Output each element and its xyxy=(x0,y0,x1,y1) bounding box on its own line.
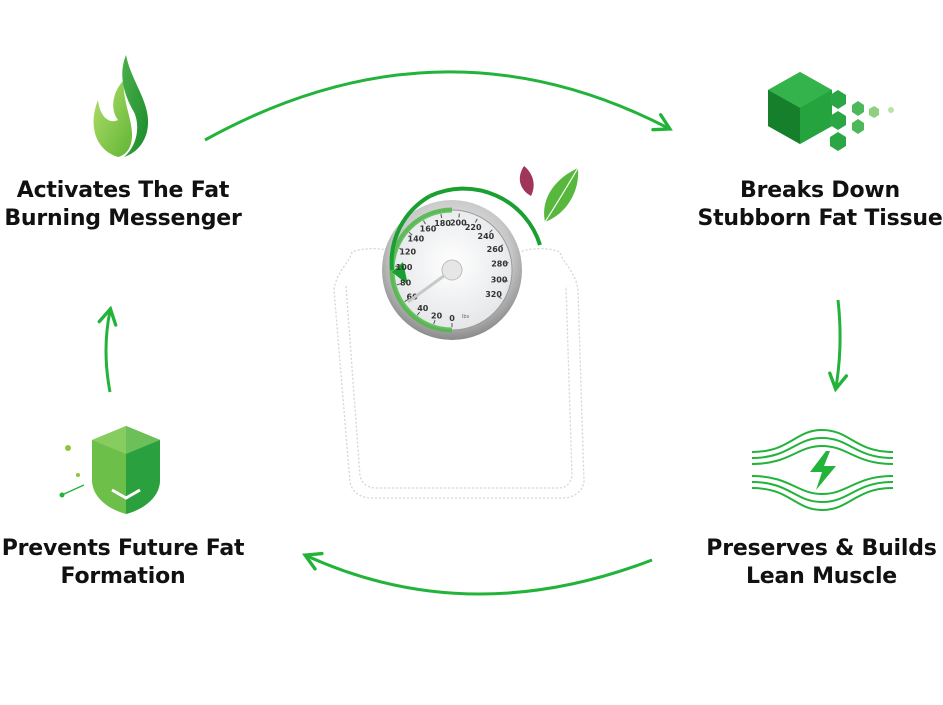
dial-number: 320 xyxy=(485,290,502,299)
scale-body xyxy=(333,247,585,499)
dial-tick xyxy=(499,244,504,248)
dial-number: 180 xyxy=(434,219,451,228)
dial-number: 300 xyxy=(491,275,508,284)
dial-tick xyxy=(504,262,509,264)
dial-tick xyxy=(408,232,413,236)
dial-tick xyxy=(474,218,478,223)
dial-number: 40 xyxy=(417,304,429,313)
dial-tick xyxy=(489,229,493,233)
dial-tick xyxy=(416,311,421,316)
arrow-right xyxy=(828,299,849,393)
dial-tick xyxy=(423,220,426,225)
dial-tick xyxy=(497,296,502,299)
dial-number: 200 xyxy=(450,218,467,227)
dial-tick xyxy=(404,298,409,303)
dial-number: 120 xyxy=(399,248,416,257)
leaf-icon xyxy=(519,166,579,223)
dial-number: 240 xyxy=(478,232,495,241)
dial-tick xyxy=(503,279,509,282)
dial-number: 260 xyxy=(487,245,504,254)
dial-tick xyxy=(433,320,436,325)
dial-unit: lbs xyxy=(462,314,470,320)
dial-tick xyxy=(440,213,443,219)
dial-number: 0 xyxy=(449,314,455,323)
step-prevents-label: Prevents Future Fat Formation xyxy=(1,536,245,589)
dial-number: 140 xyxy=(408,234,425,243)
arrow-left xyxy=(97,305,118,393)
scale-dial: 0204060801001201401601802002202402602803… xyxy=(382,186,542,340)
hexagon-cells-icon xyxy=(768,72,894,151)
dial-number: 280 xyxy=(491,260,508,269)
dial-tick xyxy=(399,247,404,251)
dial-number: 160 xyxy=(420,224,437,233)
dial-number: 80 xyxy=(400,278,412,287)
step-preserves-label: Preserves & Builds Lean Muscle xyxy=(706,536,937,589)
arrow-top xyxy=(204,70,673,142)
shield-icon xyxy=(59,426,160,514)
flame-icon xyxy=(93,55,149,157)
dial-number: 220 xyxy=(465,223,482,232)
dial-number: 20 xyxy=(431,312,443,321)
dial-number: 100 xyxy=(396,263,413,272)
step-activates-label: Activates The Fat Burning Messenger xyxy=(4,178,242,231)
dial-tick xyxy=(396,283,401,286)
arrow-bottom xyxy=(302,551,653,596)
muscle-energy-icon xyxy=(751,428,894,512)
step-breaks-down-label: Breaks Down Stubborn Fat Tissue xyxy=(697,178,943,231)
dial-tick xyxy=(458,213,460,218)
